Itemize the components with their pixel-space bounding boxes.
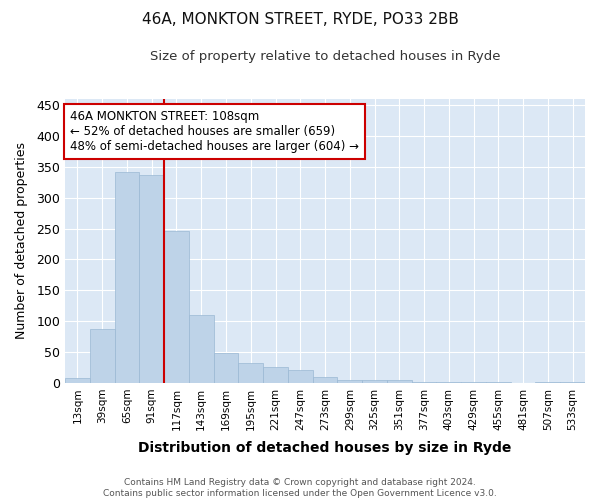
Text: 46A, MONKTON STREET, RYDE, PO33 2BB: 46A, MONKTON STREET, RYDE, PO33 2BB [142,12,458,28]
Bar [412,382,436,383]
Bar [387,380,412,383]
Text: Contains HM Land Registry data © Crown copyright and database right 2024.
Contai: Contains HM Land Registry data © Crown c… [103,478,497,498]
Bar [313,376,337,383]
Bar [139,176,164,383]
Bar [535,382,560,383]
Y-axis label: Number of detached properties: Number of detached properties [15,142,28,340]
Bar [486,382,511,383]
X-axis label: Distribution of detached houses by size in Ryde: Distribution of detached houses by size … [139,441,512,455]
Bar [238,362,263,383]
Bar [337,380,362,383]
Bar [90,328,115,383]
Bar [263,367,288,383]
Text: 46A MONKTON STREET: 108sqm
← 52% of detached houses are smaller (659)
48% of sem: 46A MONKTON STREET: 108sqm ← 52% of deta… [70,110,359,153]
Title: Size of property relative to detached houses in Ryde: Size of property relative to detached ho… [150,50,500,63]
Bar [560,382,585,383]
Bar [362,380,387,383]
Bar [214,352,238,383]
Bar [461,382,486,383]
Bar [115,172,139,383]
Bar [164,231,189,383]
Bar [288,370,313,383]
Bar [436,382,461,383]
Bar [189,315,214,383]
Bar [65,378,90,383]
